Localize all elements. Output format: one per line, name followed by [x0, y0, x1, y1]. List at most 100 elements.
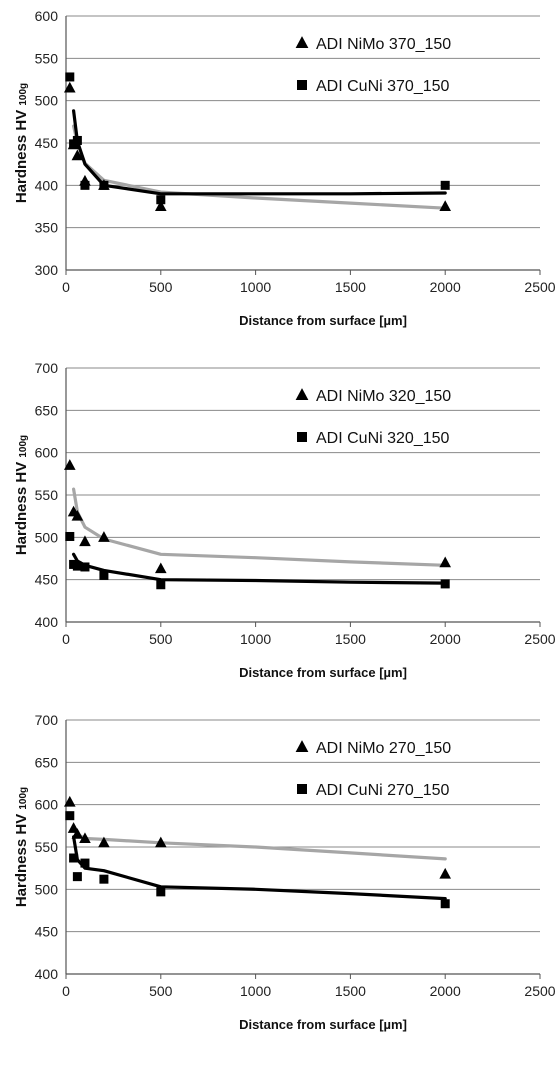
data-point-triangle	[71, 149, 84, 161]
chart-panel-1: 300 350 400 450 500 550 600 0 500 1000 1500 2000 250…	[0, 0, 559, 350]
x-tick-label: 0	[62, 631, 70, 647]
y-tick-label: 550	[35, 487, 59, 503]
y-tick-label: 650	[35, 402, 59, 418]
data-point-triangle	[439, 200, 451, 211]
y-tick-label: 400	[35, 614, 59, 630]
x-tick-label: 1500	[335, 983, 366, 999]
y-axis-label: Hardness HV 100g	[13, 435, 30, 555]
y-tick-label: 350	[35, 220, 59, 236]
y-tick-label: 300	[35, 262, 59, 278]
y-tick-label: 600	[35, 8, 59, 24]
data-point-square	[440, 899, 450, 909]
data-point-triangle	[439, 867, 451, 879]
legend-label: ADI NiMo 370_150	[316, 36, 451, 53]
y-tick-label: 400	[35, 966, 59, 982]
y-axis-label: Hardness HV 100g	[13, 787, 30, 907]
x-tick-label: 1000	[240, 631, 271, 647]
legend-marker-triangle	[295, 740, 309, 752]
y-axis-label-subscript: 100g	[18, 83, 29, 106]
x-axis-label: Distance from surface [µm]	[239, 665, 407, 680]
y-tick-label: 650	[35, 754, 59, 770]
y-tick-label: 450	[35, 572, 59, 588]
trend-line-triangle	[72, 124, 447, 210]
y-tick-label: 450	[35, 924, 59, 940]
trend-line-triangle	[72, 824, 447, 861]
data-point-square	[99, 874, 109, 884]
data-point-triangle	[439, 556, 451, 568]
legend-label: ADI CuNi 320_150	[316, 430, 450, 447]
data-point-square	[69, 853, 79, 863]
trend-line-square	[72, 835, 447, 901]
x-tick-label: 2500	[524, 983, 555, 999]
legend-marker-square	[297, 80, 307, 90]
y-tick-label: 700	[35, 712, 59, 728]
data-point-square	[156, 580, 166, 590]
x-tick-label: 2000	[430, 983, 461, 999]
y-axis-label: Hardness HV 100g	[13, 83, 30, 203]
data-point-square	[156, 195, 166, 205]
y-tick-label: 450	[35, 135, 59, 151]
data-point-square	[65, 72, 75, 82]
x-tick-label: 0	[62, 983, 70, 999]
x-axis-label: Distance from surface [µm]	[239, 313, 407, 328]
y-axis-label-subscript: 100g	[18, 787, 29, 810]
data-point-triangle	[71, 509, 84, 521]
data-point-triangle	[63, 795, 76, 807]
legend-label: ADI NiMo 270_150	[316, 740, 451, 757]
x-tick-label: 1500	[335, 631, 366, 647]
x-tick-label: 500	[149, 983, 173, 999]
y-tick-label: 600	[35, 445, 59, 461]
data-point-triangle	[63, 81, 76, 93]
legend-marker-triangle	[295, 388, 309, 400]
y-axis-label-subscript: 100g	[18, 435, 29, 458]
y-tick-label: 500	[35, 93, 59, 109]
data-point-square	[65, 531, 75, 541]
data-point-square	[440, 579, 450, 589]
x-tick-label: 2000	[430, 279, 461, 295]
x-tick-label: 500	[149, 279, 173, 295]
data-point-triangle	[155, 200, 167, 211]
x-tick-label: 500	[149, 631, 173, 647]
chart-panel-3: 400 450 500 550 600 650 700 0 500 1000 1500 2000 250…	[0, 704, 559, 1054]
data-point-square	[65, 811, 75, 821]
trend-line-square	[72, 109, 447, 196]
hardness-chart-3: 400 450 500 550 600 650 700 0 500 1000 1500 2000 250…	[13, 712, 556, 1032]
x-axis-label: Distance from surface [µm]	[239, 1017, 407, 1032]
data-point-square	[440, 180, 450, 190]
data-point-triangle	[79, 535, 91, 547]
data-point-square	[99, 570, 109, 580]
y-tick-label: 550	[35, 839, 59, 855]
data-point-triangle	[155, 836, 167, 848]
y-tick-label: 550	[35, 50, 59, 66]
y-tick-label: 500	[35, 881, 59, 897]
data-point-square	[72, 872, 82, 882]
data-point-square	[80, 180, 90, 190]
data-point-triangle	[79, 832, 91, 844]
x-tick-label: 1000	[240, 983, 271, 999]
data-point-square	[72, 135, 82, 145]
hardness-chart-1: 300 350 400 450 500 550 600 0 500 1000 1500 2000 250…	[13, 8, 556, 328]
legend-marker-square	[297, 784, 307, 794]
data-point-square	[80, 562, 90, 572]
data-point-square	[72, 561, 82, 571]
legend-label: ADI CuNi 270_150	[316, 782, 450, 799]
x-tick-label: 0	[62, 279, 70, 295]
legend-label: ADI NiMo 320_150	[316, 388, 451, 405]
x-tick-label: 1000	[240, 279, 271, 295]
data-point-triangle	[98, 836, 110, 848]
y-tick-label: 700	[35, 360, 59, 376]
chart-panel-2: 400 450 500 550 600 650 700 0 500 1000 1500 2000 250…	[0, 352, 559, 702]
data-point-triangle	[71, 828, 84, 839]
x-tick-label: 1500	[335, 279, 366, 295]
y-tick-label: 500	[35, 529, 59, 545]
data-point-triangle	[63, 459, 76, 470]
legend-marker-square	[297, 432, 307, 442]
y-tick-label: 600	[35, 797, 59, 813]
x-tick-label: 2000	[430, 631, 461, 647]
data-point-triangle	[98, 531, 110, 542]
x-tick-label: 2500	[524, 279, 555, 295]
data-point-square	[156, 887, 166, 897]
hardness-chart-2: 400 450 500 550 600 650 700 0 500 1000 1500 2000 250…	[13, 360, 556, 680]
x-tick-label: 2500	[524, 631, 555, 647]
data-point-triangle	[155, 562, 167, 574]
